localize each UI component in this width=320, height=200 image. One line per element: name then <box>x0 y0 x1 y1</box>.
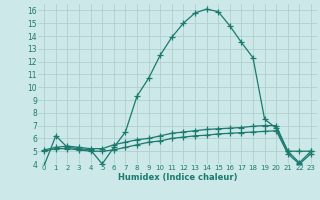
X-axis label: Humidex (Indice chaleur): Humidex (Indice chaleur) <box>118 173 237 182</box>
